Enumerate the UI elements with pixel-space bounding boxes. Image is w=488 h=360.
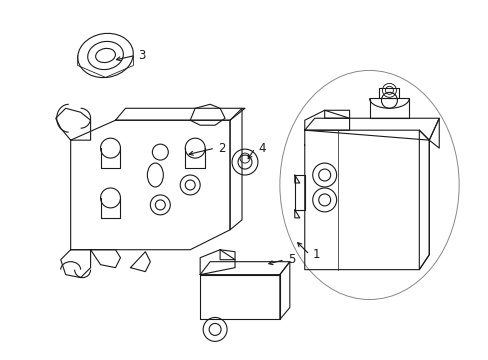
Text: 2: 2 xyxy=(218,141,225,155)
Text: 3: 3 xyxy=(138,49,145,62)
Text: 4: 4 xyxy=(258,141,265,155)
Text: 1: 1 xyxy=(312,248,320,261)
Text: 5: 5 xyxy=(287,253,295,266)
